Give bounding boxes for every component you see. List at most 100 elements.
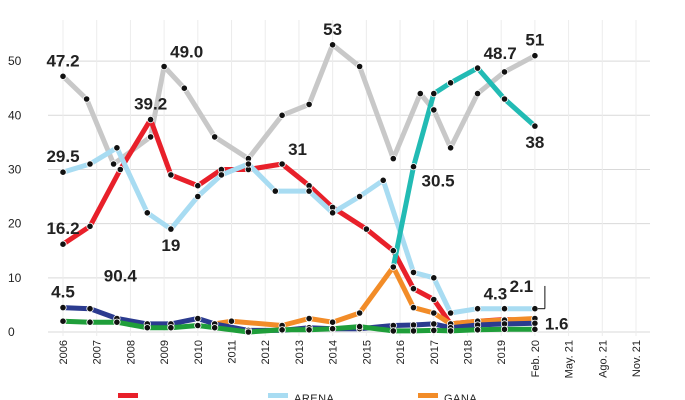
x-tick-label: 2011 [227,340,239,364]
data-point [389,155,397,163]
data-point [278,326,286,334]
data-point [531,122,539,130]
data-point [531,319,539,327]
data-point [59,303,67,312]
data-point [86,160,94,168]
data-point [389,247,397,255]
data-labels: 47.2 29.5 16.2 4.5 90.4 39.2 49.0 19 31 53 30.5 48.… [46,20,568,333]
data-label: 51 [525,31,544,50]
data-point [409,321,418,329]
legend: ARENA GANA [118,393,477,400]
series-markers [59,41,539,336]
data-label: 90.4 [104,267,138,286]
data-point [409,163,418,171]
data-point [500,68,509,76]
data-point [59,240,67,248]
data-point [194,192,202,201]
data-point [86,305,94,313]
data-point [500,95,509,103]
data-point [244,328,252,336]
data-point [430,326,438,334]
data-point [473,90,482,98]
x-tick-label: 2015 [361,340,373,364]
data-point [446,144,455,152]
data-point [362,225,370,233]
x-tick-label: Feb. 20 [530,340,542,377]
data-point [86,318,94,326]
data-point [211,133,219,141]
data-point [147,133,155,141]
data-point [430,320,438,328]
data-point [278,111,286,119]
data-label: 39.2 [134,95,167,114]
y-axis-ticks: 0 10 20 30 40 50 [8,54,22,339]
data-point [430,90,438,98]
x-tick-label: 2008 [125,340,137,364]
data-point [147,116,155,124]
data-label: 16.2 [46,219,79,238]
data-point [409,285,418,293]
legend-label: ARENA [294,393,335,400]
data-point [167,171,175,179]
x-tick-label: 2018 [462,340,474,364]
data-label: 29.5 [46,147,79,166]
data-label: 31 [288,140,307,159]
data-point [194,321,202,330]
x-tick-label: 2012 [260,340,272,364]
x-tick-label: 2017 [429,340,441,364]
data-point [379,176,387,184]
data-point [430,274,438,282]
data-point [227,317,236,325]
x-tick-label: Nov. 21 [631,340,643,377]
data-point [194,182,202,190]
x-tick-label: 2010 [193,340,205,364]
data-point [389,327,397,335]
data-point [305,326,313,334]
data-point [355,62,364,71]
data-point [500,305,509,313]
data-label: 47.2 [46,51,79,70]
data-label: 4.3 [484,285,508,304]
data-point [473,64,482,72]
data-point [113,144,121,152]
data-label: 2.1 [510,277,534,296]
data-point [143,324,151,332]
y-tick-label: 0 [8,325,15,339]
data-point [409,327,418,335]
x-tick-label: May. 21 [564,340,576,378]
data-point [328,325,337,333]
y-tick-label: 10 [8,271,22,285]
x-tick-label: 2007 [92,340,104,364]
data-point [355,322,364,331]
data-point [211,324,219,332]
data-point [531,325,539,333]
data-point [430,295,438,304]
data-point [86,222,94,230]
data-label: 19 [161,236,180,255]
data-label: 38 [525,133,544,152]
data-point [446,309,455,317]
data-point [328,209,337,217]
data-point [110,160,118,168]
data-point [531,52,539,60]
y-tick-label: 40 [8,108,22,122]
data-label: 30.5 [422,172,455,191]
data-point [59,168,67,176]
legend-swatch [418,393,438,398]
x-tick-label: 2006 [58,340,70,364]
data-point [473,326,482,334]
y-tick-label: 50 [8,54,22,68]
data-point [271,187,279,195]
data-point [409,303,418,312]
data-point [59,317,67,325]
data-point [430,106,438,114]
data-point [328,41,337,49]
data-point [305,187,313,195]
legend-label: GANA [444,393,477,400]
data-point [143,209,151,217]
x-tick-label: 2014 [328,340,340,364]
x-axis-ticks: 2006 2007 2008 2009 2010 2011 2012 2013 2014 2015… [58,340,643,378]
data-label: 48.7 [484,44,517,63]
data-point [355,309,364,317]
